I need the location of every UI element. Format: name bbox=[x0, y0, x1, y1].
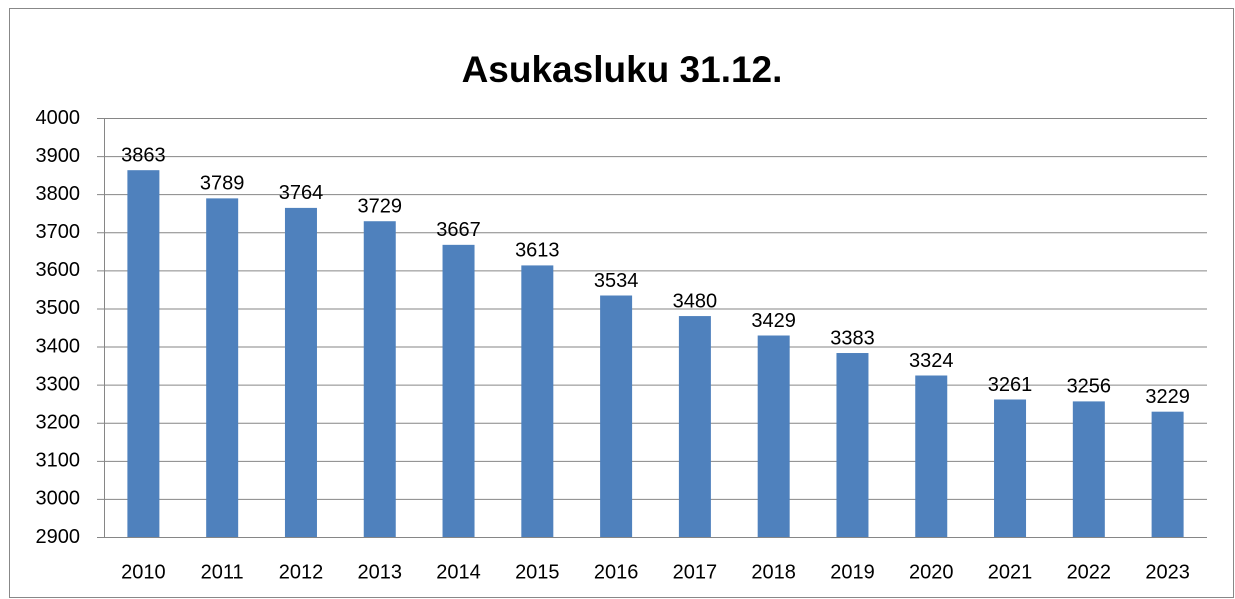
x-tick-label: 2018 bbox=[751, 561, 796, 583]
chart-title: Asukasluku 31.12. bbox=[462, 49, 783, 90]
y-tick-label: 3700 bbox=[36, 221, 81, 243]
x-tick-label: 2021 bbox=[988, 561, 1033, 583]
data-label: 3229 bbox=[1145, 386, 1190, 408]
y-tick-label: 4000 bbox=[36, 107, 81, 129]
y-tick-label: 3400 bbox=[36, 335, 81, 357]
x-tick-label: 2020 bbox=[909, 561, 954, 583]
data-label: 3324 bbox=[909, 350, 954, 372]
y-tick-label: 3900 bbox=[36, 145, 81, 167]
y-tick-label: 2900 bbox=[36, 526, 81, 548]
data-label: 3789 bbox=[200, 173, 245, 195]
x-tick-label: 2011 bbox=[201, 561, 244, 583]
bar bbox=[206, 198, 239, 537]
data-label: 3667 bbox=[436, 219, 481, 241]
y-tick-label: 3600 bbox=[36, 259, 81, 281]
data-label: 3261 bbox=[988, 374, 1033, 396]
bar bbox=[127, 170, 160, 537]
y-tick-label: 3200 bbox=[36, 412, 81, 434]
data-label: 3534 bbox=[594, 270, 639, 292]
x-tick-label: 2014 bbox=[436, 561, 481, 583]
bar bbox=[678, 316, 711, 537]
x-tick-label: 2023 bbox=[1145, 561, 1190, 583]
bar bbox=[915, 375, 948, 537]
bar bbox=[284, 207, 317, 538]
x-tick-label: 2017 bbox=[673, 561, 718, 583]
x-tick-label: 2019 bbox=[830, 561, 875, 583]
x-tick-label: 2022 bbox=[1067, 561, 1112, 583]
bar bbox=[1072, 401, 1105, 537]
data-label: 3863 bbox=[121, 144, 166, 166]
bar bbox=[757, 335, 790, 537]
y-tick-label: 3800 bbox=[36, 183, 81, 205]
data-label: 3764 bbox=[279, 182, 324, 204]
data-label: 3613 bbox=[515, 240, 560, 262]
x-tick-label: 2012 bbox=[279, 561, 324, 583]
y-tick-label: 3500 bbox=[36, 297, 81, 319]
x-tick-label: 2015 bbox=[515, 561, 560, 583]
bar bbox=[363, 221, 396, 537]
x-tick-label: 2016 bbox=[594, 561, 639, 583]
bar bbox=[521, 265, 554, 537]
y-tick-label: 3100 bbox=[36, 450, 81, 472]
y-tick-label: 3300 bbox=[36, 373, 81, 395]
data-label: 3383 bbox=[830, 327, 875, 349]
bar bbox=[600, 295, 633, 537]
data-label: 3429 bbox=[751, 310, 796, 332]
x-tick-label: 2013 bbox=[358, 561, 403, 583]
bar bbox=[1151, 411, 1184, 537]
bar bbox=[836, 353, 869, 537]
data-label: 3256 bbox=[1067, 376, 1112, 398]
y-tick-label: 3000 bbox=[36, 488, 81, 510]
data-label: 3480 bbox=[673, 290, 718, 312]
bar bbox=[442, 244, 475, 538]
x-tick-label: 2010 bbox=[121, 561, 166, 583]
bar bbox=[994, 399, 1027, 537]
data-label: 3729 bbox=[358, 196, 403, 218]
